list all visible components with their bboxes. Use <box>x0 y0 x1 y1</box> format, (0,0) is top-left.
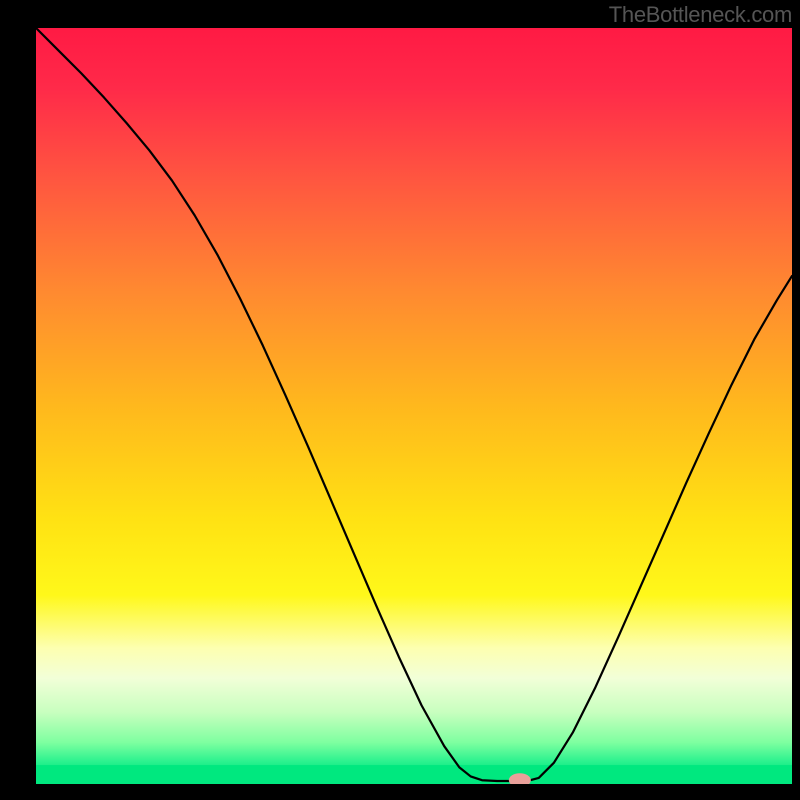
plot-background <box>36 28 792 784</box>
watermark-text: TheBottleneck.com <box>609 2 792 28</box>
chart-svg <box>0 0 800 800</box>
green-band <box>36 765 792 784</box>
chart-stage: TheBottleneck.com <box>0 0 800 800</box>
